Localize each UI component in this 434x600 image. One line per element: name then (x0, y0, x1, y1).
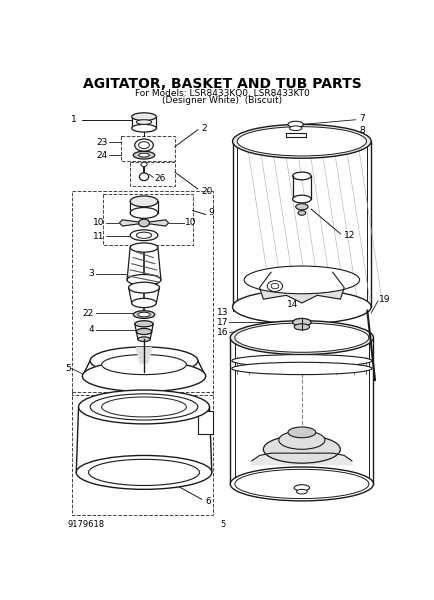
Ellipse shape (133, 151, 155, 159)
Ellipse shape (278, 431, 324, 449)
Bar (121, 136, 174, 161)
Text: (Designer White)  (Biscuit): (Designer White) (Biscuit) (162, 96, 282, 105)
Ellipse shape (287, 121, 302, 127)
Ellipse shape (132, 124, 156, 132)
Ellipse shape (138, 153, 149, 157)
Ellipse shape (293, 324, 309, 330)
Text: 24: 24 (96, 151, 108, 160)
Ellipse shape (231, 362, 371, 374)
Ellipse shape (295, 203, 307, 210)
Text: 1: 1 (71, 115, 77, 124)
Polygon shape (136, 347, 151, 363)
Polygon shape (286, 133, 305, 137)
Text: 13: 13 (217, 308, 228, 317)
Polygon shape (148, 220, 168, 226)
Ellipse shape (130, 243, 158, 252)
Text: 14: 14 (286, 300, 297, 309)
Bar (197, 411, 213, 434)
Ellipse shape (230, 321, 373, 355)
Text: 18: 18 (336, 485, 347, 494)
Ellipse shape (132, 298, 156, 308)
Ellipse shape (292, 195, 310, 203)
Text: 10: 10 (184, 218, 196, 227)
Ellipse shape (138, 337, 150, 341)
Ellipse shape (296, 490, 306, 494)
Ellipse shape (230, 467, 373, 501)
Text: 6: 6 (205, 497, 211, 506)
Ellipse shape (231, 355, 371, 367)
Ellipse shape (135, 321, 153, 327)
Text: For Models: LSR8433KQ0, LSR8433KT0: For Models: LSR8433KQ0, LSR8433KT0 (135, 89, 309, 98)
Text: 23: 23 (96, 137, 108, 146)
Ellipse shape (270, 283, 278, 289)
Ellipse shape (102, 397, 186, 417)
Ellipse shape (130, 196, 158, 207)
Ellipse shape (136, 232, 151, 238)
Text: 12: 12 (343, 231, 355, 240)
Bar (130, 162, 174, 186)
Text: 10: 10 (93, 218, 105, 227)
Ellipse shape (102, 355, 186, 374)
Ellipse shape (138, 312, 150, 317)
Text: 9: 9 (207, 208, 213, 217)
Text: 4: 4 (88, 325, 94, 334)
Ellipse shape (292, 172, 310, 180)
Ellipse shape (136, 120, 151, 124)
Bar (103, 194, 192, 245)
Text: 26: 26 (154, 174, 165, 183)
Ellipse shape (128, 282, 159, 293)
Ellipse shape (127, 275, 161, 285)
Ellipse shape (138, 219, 149, 227)
Polygon shape (259, 272, 343, 303)
Ellipse shape (138, 142, 149, 149)
Ellipse shape (133, 311, 155, 319)
Ellipse shape (130, 208, 158, 218)
Ellipse shape (90, 394, 197, 420)
Ellipse shape (132, 113, 156, 121)
Text: 19: 19 (378, 295, 389, 304)
Polygon shape (119, 220, 140, 226)
Polygon shape (251, 453, 351, 464)
Ellipse shape (135, 139, 153, 151)
Text: 16: 16 (217, 328, 228, 337)
Text: 22: 22 (82, 308, 94, 317)
Ellipse shape (232, 124, 370, 158)
Ellipse shape (76, 455, 211, 490)
Ellipse shape (141, 162, 147, 167)
Ellipse shape (139, 173, 148, 181)
Ellipse shape (82, 361, 205, 392)
Text: 5: 5 (220, 520, 225, 529)
Text: 17: 17 (217, 318, 228, 327)
Ellipse shape (243, 266, 359, 294)
Ellipse shape (234, 469, 368, 499)
Text: 7: 7 (359, 113, 365, 122)
Text: 5: 5 (65, 364, 71, 373)
Text: 20: 20 (201, 187, 213, 196)
Ellipse shape (89, 460, 199, 485)
Ellipse shape (287, 427, 315, 438)
Bar (72, 392, 213, 515)
Text: 9179618: 9179618 (67, 520, 104, 529)
Bar (72, 191, 213, 395)
Ellipse shape (79, 390, 209, 424)
Ellipse shape (136, 328, 151, 335)
Ellipse shape (292, 319, 310, 326)
Ellipse shape (293, 485, 309, 491)
Ellipse shape (297, 211, 305, 215)
Text: 2: 2 (201, 124, 207, 133)
Text: 8: 8 (359, 126, 365, 135)
Ellipse shape (130, 230, 158, 241)
Ellipse shape (263, 436, 339, 463)
Text: 3: 3 (88, 269, 94, 278)
Ellipse shape (289, 126, 301, 131)
Ellipse shape (90, 347, 197, 374)
Text: 11: 11 (93, 232, 105, 241)
Ellipse shape (234, 323, 368, 352)
Ellipse shape (237, 127, 366, 156)
Ellipse shape (266, 281, 282, 292)
Text: AGITATOR, BASKET AND TUB PARTS: AGITATOR, BASKET AND TUB PARTS (83, 77, 361, 91)
Ellipse shape (232, 290, 370, 324)
